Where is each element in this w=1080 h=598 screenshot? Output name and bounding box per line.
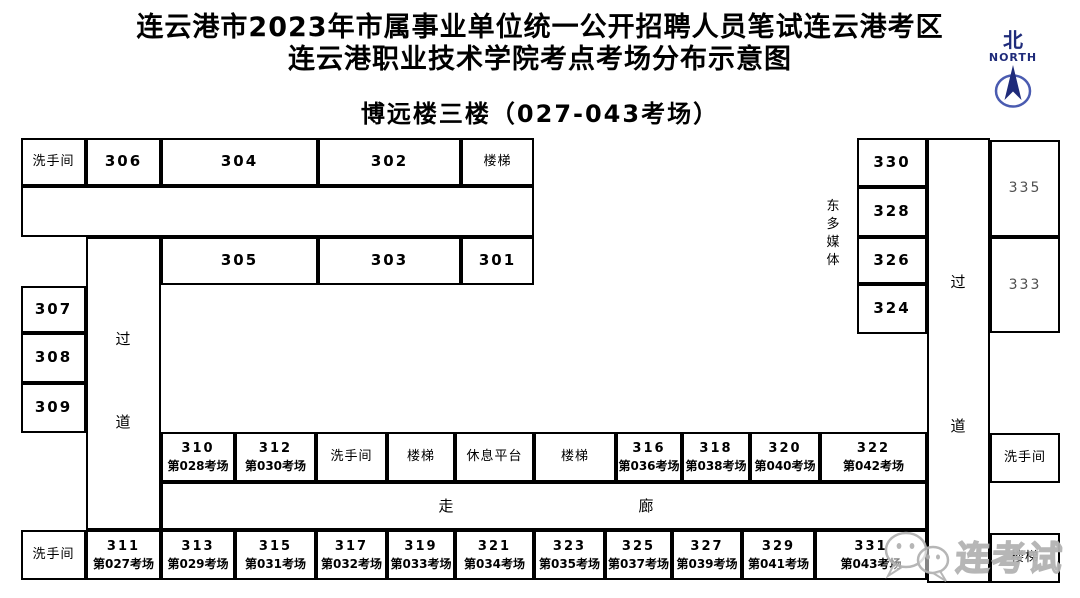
rest-platform: 休息平台 (455, 432, 534, 482)
washroom-top-left: 洗手间 (21, 138, 86, 186)
room-316: 316 第036考场 (616, 432, 682, 482)
stairs-mid-west: 楼梯 (387, 432, 455, 482)
floor-subtitle: 博远楼三楼（027-043考场） (360, 100, 720, 128)
corridor-right-label-dao: 道 (950, 417, 966, 436)
room-329: 329 第041考场 (742, 530, 815, 580)
corridor-right (927, 138, 990, 583)
room-328: 328 (857, 187, 927, 237)
corridor-walk-label-zou: 走 (438, 497, 454, 516)
stairs-bottom-right: 楼梯 (990, 533, 1060, 583)
room-311: 311 第027考场 (86, 530, 161, 580)
corridor-walk-label-lang: 廊 (638, 497, 654, 516)
washroom-mid: 洗手间 (316, 432, 387, 482)
room-301: 301 (461, 237, 534, 285)
room-321: 321 第034考场 (455, 530, 534, 580)
stairs-top: 楼梯 (461, 138, 534, 186)
washroom-bottom-left: 洗手间 (21, 530, 86, 580)
room-330: 330 (857, 138, 927, 187)
room-320: 320 第040考场 (750, 432, 820, 482)
room-324: 324 (857, 284, 927, 334)
page-title: 连云港市2023年市属事业单位统一公开招聘人员笔试连云港考区 连云港职业技术学院… (0, 12, 1080, 76)
room-304: 304 (161, 138, 318, 186)
room-305: 305 (161, 237, 318, 285)
room-312: 312 第030考场 (235, 432, 316, 482)
room-335: 335 (990, 140, 1060, 237)
room-303: 303 (318, 237, 461, 285)
corridor-right-label-guo: 过 (950, 273, 966, 292)
north-label-en: NORTH (988, 51, 1038, 64)
room-306: 306 (86, 138, 161, 186)
room-302: 302 (318, 138, 461, 186)
compass-arrow-icon (994, 65, 1032, 108)
room-315: 315 第031考场 (235, 530, 316, 580)
corridor-top (21, 186, 534, 237)
room-317: 317 第032考场 (316, 530, 387, 580)
washroom-right: 洗手间 (990, 433, 1060, 483)
title-line1: 连云港市2023年市属事业单位统一公开招聘人员笔试连云港考区 (136, 12, 944, 43)
corridor-left-label-guo: 过 (115, 330, 131, 349)
corridor-walk (161, 482, 927, 530)
room-333: 333 (990, 237, 1060, 333)
corridor-left (86, 237, 161, 530)
room-322: 322 第042考场 (820, 432, 927, 482)
room-331: 331 第043考场 (815, 530, 927, 580)
stairs-mid-east: 楼梯 (534, 432, 616, 482)
north-indicator: 北 NORTH (984, 30, 1042, 114)
room-318: 318 第038考场 (682, 432, 750, 482)
room-319: 319 第033考场 (387, 530, 455, 580)
room-308: 308 (21, 333, 86, 383)
title-line2: 连云港职业技术学院考点考场分布示意图 (288, 44, 792, 75)
corridor-left-label-dao: 道 (115, 413, 131, 432)
north-label-cn: 北 (1003, 28, 1023, 52)
room-307: 307 (21, 286, 86, 333)
room-313: 313 第029考场 (161, 530, 235, 580)
room-325: 325 第037考场 (605, 530, 672, 580)
room-323: 323 第035考场 (534, 530, 605, 580)
room-327: 327 第039考场 (672, 530, 742, 580)
room-309: 309 (21, 383, 86, 433)
room-326: 326 (857, 237, 927, 284)
east-multimedia-label: 东多媒体 (826, 199, 840, 268)
room-310: 310 第028考场 (161, 432, 235, 482)
